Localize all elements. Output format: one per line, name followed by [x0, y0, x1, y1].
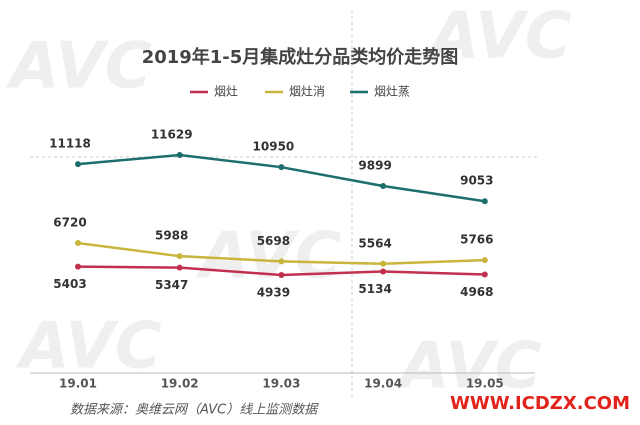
data-label: 9053 — [460, 174, 493, 188]
data-point — [481, 198, 488, 205]
data-label: 5766 — [460, 233, 493, 247]
source: 数据来源：奥维云网（AVC）线上监测数据 — [70, 402, 319, 418]
data-label: 5403 — [53, 277, 86, 291]
data-point — [176, 152, 183, 158]
data-point — [176, 253, 183, 260]
legend-label: 烟灶消 — [289, 85, 325, 99]
site-watermark: WWW.ICDZX.COM — [450, 393, 630, 414]
watermark: AVC — [395, 330, 542, 404]
chart-title: 2019年1-5月集成灶分品类均价走势图 — [142, 46, 459, 68]
data-label: 5347 — [155, 278, 188, 292]
data-label: 6720 — [53, 216, 86, 230]
x-tick-label: 19.03 — [262, 377, 300, 391]
data-point — [278, 272, 285, 278]
data-label: 10950 — [253, 140, 295, 154]
data-label: 5564 — [358, 236, 391, 250]
data-point — [278, 164, 285, 171]
data-point — [380, 268, 387, 275]
watermark: AVC — [5, 30, 152, 104]
x-tick-label: 19.02 — [161, 377, 199, 391]
data-point — [380, 183, 387, 190]
data-point — [380, 260, 387, 267]
data-point — [278, 258, 285, 265]
series-line — [77, 153, 485, 203]
watermark: AVC — [15, 310, 162, 384]
data-point — [75, 161, 81, 168]
data-point — [481, 271, 488, 278]
x-tick-label: 19.04 — [364, 377, 402, 391]
data-label: 5988 — [155, 229, 188, 243]
x-tick-label: 19.01 — [59, 377, 97, 391]
data-point — [75, 240, 81, 247]
watermark: AVC — [425, 0, 572, 74]
x-tick-label: 19.05 — [466, 377, 504, 391]
legend-label: 烟灶蒸 — [374, 85, 410, 99]
watermark: AVC — [195, 220, 342, 294]
data-point — [75, 263, 81, 270]
data-point — [481, 257, 488, 264]
legend-label: 烟灶 — [214, 85, 238, 99]
data-label: 9899 — [358, 159, 391, 173]
data-label: 11118 — [49, 137, 91, 151]
data-label: 5134 — [358, 282, 391, 296]
data-label: 11629 — [151, 128, 193, 142]
data-point — [176, 264, 183, 271]
data-label: 4968 — [460, 285, 493, 299]
data-label: 5698 — [257, 234, 290, 248]
data-label: 4939 — [257, 286, 290, 300]
